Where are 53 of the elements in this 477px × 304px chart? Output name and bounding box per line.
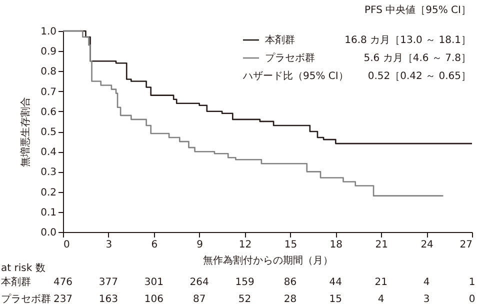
text: 0 [468,294,476,304]
annotation: 0.52［0.42 ～ 0.65］ [368,71,471,82]
x-tick-label: 9 [196,240,204,250]
text: 4 [378,294,384,304]
x-tick-label: 27 [460,240,472,250]
legend-label: プラセボ群 [265,52,315,64]
text: at risk 数 [1,263,46,274]
y-tick-label: 0.9 [40,46,56,58]
text: 15 [329,294,342,304]
text: 106 [144,294,164,304]
text: 377 [98,277,118,288]
x-tick-label: 6 [151,240,158,250]
y-tick-label: 0.2 [40,187,56,198]
text: 1 [468,277,476,288]
x-tick-label: 15 [284,240,298,250]
text: 237 [53,294,73,304]
text: 21 [374,277,388,288]
text: 28 [284,294,297,304]
text: 本剤群 [1,276,31,288]
legend-label: 本剤群 [265,34,295,46]
y-tick-label: 0.8 [40,66,56,78]
text: 476 [53,277,73,288]
annotation: ハザード比（95% CI） [242,70,348,82]
y-tick-label: 0.1 [40,207,56,218]
text: 3 [423,294,430,304]
x-axis-title: 無作為割付からの期間（月） [203,254,333,266]
text: 52 [238,294,252,304]
y-axis-title: 無増悪生存割合 [20,97,32,167]
x-tick-label: 12 [238,240,252,250]
text: 264 [190,277,209,288]
y-tick-label: 0.7 [40,86,56,98]
text: 301 [144,277,164,288]
x-tick-label: 0 [64,240,70,250]
annotation: 5.6 カ月［4.6 ～ 7.8］ [364,53,471,64]
text: プラセボ群 [1,293,51,304]
y-tick-label: 0.4 [40,147,56,158]
y-tick-label: 0.3 [40,167,56,178]
y-tick-label: 0.5 [40,127,56,138]
text: 86 [284,277,297,288]
x-tick-label: 24 [420,240,434,250]
text: 44 [329,277,342,288]
y-tick-label: 1.0 [40,26,56,38]
x-tick-label: 21 [375,240,388,250]
text: 87 [192,294,206,304]
annotation: 16.8 カ月［13.0 ～ 18.1］ [344,35,471,46]
y-tick-label: 0.6 [40,106,56,118]
text: 159 [235,277,254,288]
text: 163 [98,294,118,304]
text: 4 [423,277,430,288]
x-tick-label: 3 [106,240,112,250]
y-tick-label: 0.0 [40,228,56,238]
text: PFS 中央値［95% CI］ [364,4,471,16]
x-tick-label: 18 [330,240,343,250]
